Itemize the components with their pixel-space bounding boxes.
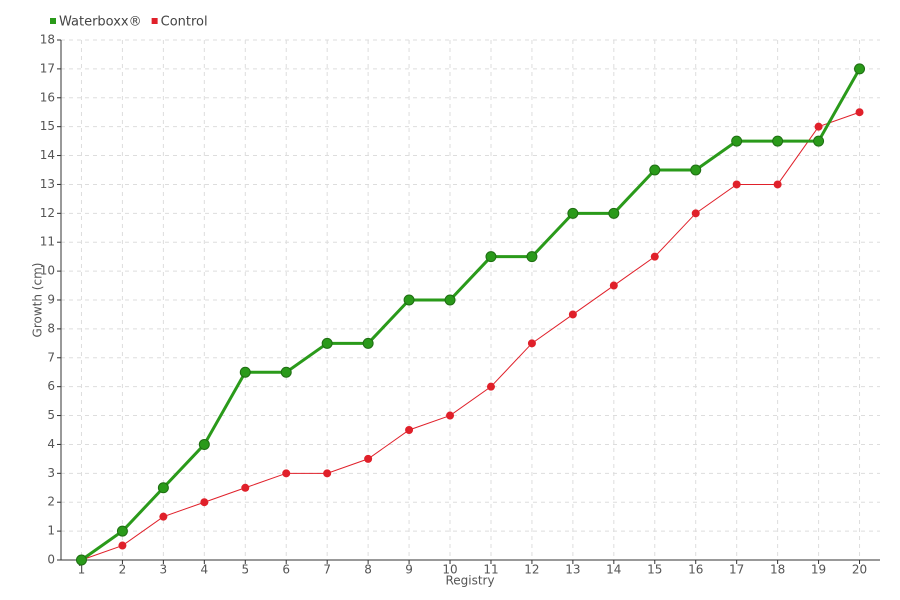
data-point <box>157 482 169 494</box>
data-point <box>405 426 414 434</box>
data-point <box>732 180 741 189</box>
y-tick-label: 13 <box>40 177 55 191</box>
legend-swatch <box>50 18 56 24</box>
data-point <box>773 180 782 189</box>
data-point <box>526 251 538 263</box>
x-tick-label: 1 <box>78 563 86 577</box>
y-tick-label: 18 <box>40 33 55 47</box>
x-tick-label: 15 <box>647 563 662 577</box>
data-point <box>198 438 210 450</box>
data-point <box>364 454 373 463</box>
legend-label: Control <box>161 15 208 30</box>
data-point <box>813 135 825 147</box>
y-tick-label: 10 <box>40 264 55 278</box>
data-point <box>650 252 659 261</box>
y-tick-label: 0 <box>47 553 55 567</box>
y-tick-label: 17 <box>40 61 55 75</box>
data-point <box>567 207 579 219</box>
data-point <box>241 483 250 492</box>
data-point <box>444 294 456 306</box>
data-point <box>527 339 536 348</box>
data-point <box>731 135 743 147</box>
data-point <box>159 512 168 521</box>
data-point <box>814 122 823 131</box>
x-tick-label: 9 <box>405 563 413 577</box>
data-point <box>323 469 332 478</box>
data-point <box>200 498 209 507</box>
x-axis-label: Registry <box>445 574 494 588</box>
y-tick-label: 9 <box>47 293 55 307</box>
x-tick-label: 8 <box>364 563 372 577</box>
data-point <box>75 554 87 566</box>
y-tick-label: 2 <box>47 495 55 509</box>
x-tick-label: 12 <box>524 563 539 577</box>
x-tick-label: 10 <box>442 563 457 577</box>
x-tick-label: 7 <box>323 563 331 577</box>
y-tick-label: 16 <box>40 90 55 104</box>
data-point <box>280 366 292 378</box>
data-point <box>649 164 661 176</box>
x-tick-label: 3 <box>160 563 168 577</box>
x-tick-label: 16 <box>688 563 703 577</box>
x-tick-label: 17 <box>729 563 744 577</box>
y-tick-label: 4 <box>47 437 55 451</box>
data-point <box>362 337 374 349</box>
x-tick-label: 6 <box>282 563 290 577</box>
y-tick-label: 11 <box>40 235 55 249</box>
data-point <box>690 164 702 176</box>
data-point <box>772 135 784 147</box>
y-tick-label: 5 <box>47 408 55 422</box>
legend-swatch <box>151 18 158 24</box>
y-tick-label: 7 <box>47 350 55 364</box>
y-tick-label: 12 <box>40 206 55 220</box>
x-tick-label: 14 <box>606 563 621 577</box>
x-tick-label: 18 <box>770 563 785 577</box>
data-point <box>568 310 577 319</box>
data-point <box>321 337 333 349</box>
series-line <box>81 111 860 561</box>
data-point <box>282 469 291 478</box>
data-point <box>239 366 251 378</box>
y-axis-label: Growth (cm) <box>31 263 45 338</box>
y-tick-label: 1 <box>47 524 55 538</box>
y-tick-label: 8 <box>47 321 55 335</box>
y-tick-label: 14 <box>40 148 55 162</box>
x-tick-label: 4 <box>201 563 209 577</box>
data-point <box>608 207 620 219</box>
x-tick-label: 2 <box>119 563 127 577</box>
data-point <box>485 251 497 263</box>
data-point <box>691 209 700 218</box>
data-point <box>446 411 455 420</box>
x-tick-label: 19 <box>811 563 826 577</box>
legend-label: Waterboxx® <box>59 15 142 30</box>
x-tick-label: 5 <box>241 563 249 577</box>
series-line <box>80 68 861 562</box>
data-point <box>116 525 128 537</box>
data-point <box>854 63 866 75</box>
data-point <box>486 382 495 391</box>
y-tick-label: 15 <box>40 119 55 133</box>
y-tick-label: 6 <box>47 379 55 393</box>
data-point <box>855 108 864 117</box>
x-tick-label: 20 <box>852 563 867 577</box>
data-point <box>118 541 127 550</box>
y-tick-label: 3 <box>47 466 55 480</box>
data-point <box>403 294 415 306</box>
x-tick-label: 13 <box>565 563 580 577</box>
data-point <box>609 281 618 290</box>
x-tick-label: 11 <box>483 563 498 577</box>
